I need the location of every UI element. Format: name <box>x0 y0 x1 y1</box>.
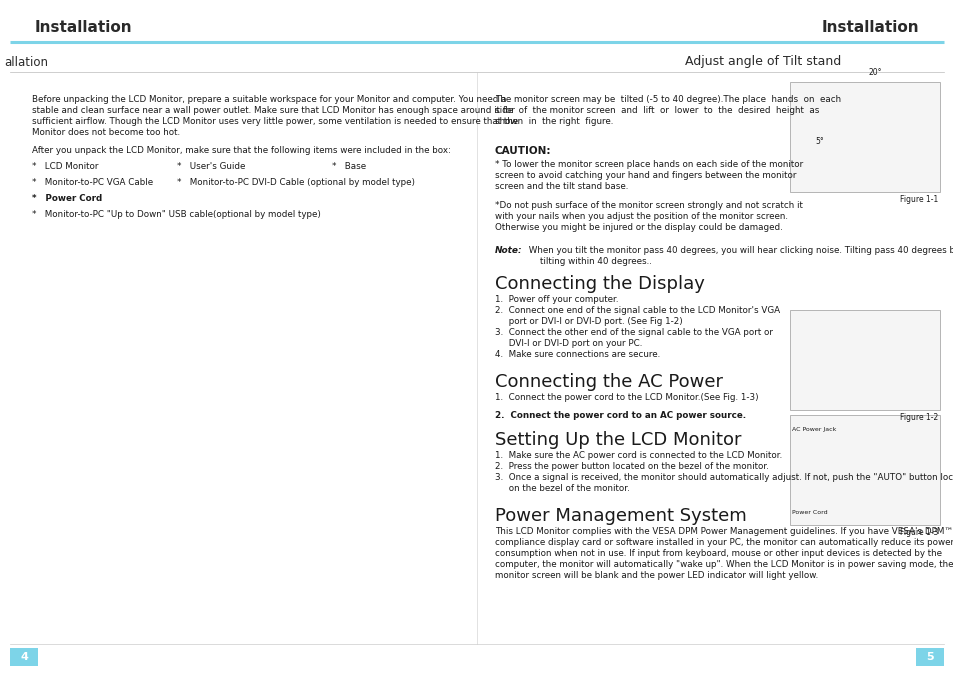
Text: 20°: 20° <box>867 68 881 77</box>
Text: Setting Up the LCD Monitor: Setting Up the LCD Monitor <box>495 431 740 449</box>
Text: * To lower the monitor screen place hands on each side of the monitor: * To lower the monitor screen place hand… <box>495 160 802 169</box>
Text: Power Cord: Power Cord <box>791 510 827 515</box>
Text: 2.  Connect one end of the signal cable to the LCD Monitor's VGA: 2. Connect one end of the signal cable t… <box>495 306 780 315</box>
Text: Installation: Installation <box>35 20 132 36</box>
Text: port or DVI-I or DVI-D port. (See Fig 1-2): port or DVI-I or DVI-D port. (See Fig 1-… <box>495 317 682 326</box>
Text: tilting within 40 degrees..: tilting within 40 degrees.. <box>539 257 651 266</box>
Text: 5°: 5° <box>814 137 822 146</box>
Text: shown  in  the right  figure.: shown in the right figure. <box>495 117 613 126</box>
Text: screen and the tilt stand base.: screen and the tilt stand base. <box>495 182 628 191</box>
Text: When you tilt the monitor pass 40 degrees, you will hear clicking noise. Tilting: When you tilt the monitor pass 40 degree… <box>525 246 953 255</box>
Text: 4: 4 <box>20 652 28 662</box>
Bar <box>789 82 939 192</box>
Text: *   Base: * Base <box>332 162 366 171</box>
Text: 3.  Once a signal is received, the monitor should automatically adjust. If not, : 3. Once a signal is received, the monito… <box>495 473 953 482</box>
Text: Power Management System: Power Management System <box>495 507 746 525</box>
Text: 2.  Connect the power cord to an AC power source.: 2. Connect the power cord to an AC power… <box>495 411 745 420</box>
Text: DVI-I or DVI-D port on your PC.: DVI-I or DVI-D port on your PC. <box>495 339 641 348</box>
Text: computer, the monitor will automatically "wake up". When the LCD Monitor is in p: computer, the monitor will automatically… <box>495 560 952 569</box>
Text: *   Monitor-to-PC "Up to Down" USB cable(optional by model type): * Monitor-to-PC "Up to Down" USB cable(o… <box>32 210 320 219</box>
Text: Otherwise you might be injured or the display could be damaged.: Otherwise you might be injured or the di… <box>495 223 781 232</box>
Text: screen to avoid catching your hand and fingers between the monitor: screen to avoid catching your hand and f… <box>495 171 796 180</box>
Text: on the bezel of the monitor.: on the bezel of the monitor. <box>495 484 629 493</box>
Text: 2.  Press the power button located on the bezel of the monitor.: 2. Press the power button located on the… <box>495 462 768 471</box>
Text: Note:: Note: <box>495 246 522 255</box>
Text: Figure 1-2: Figure 1-2 <box>899 413 937 422</box>
Text: This LCD Monitor complies with the VESA DPM Power Management guidelines. If you : This LCD Monitor complies with the VESA … <box>495 527 952 536</box>
Bar <box>10 648 38 666</box>
Text: Connecting the AC Power: Connecting the AC Power <box>495 373 722 391</box>
Bar <box>915 648 943 666</box>
Text: *   LCD Monitor: * LCD Monitor <box>32 162 98 171</box>
Text: Connecting the Display: Connecting the Display <box>495 275 704 293</box>
Text: AC Power Jack: AC Power Jack <box>791 427 836 432</box>
Bar <box>789 415 939 525</box>
Text: allation: allation <box>4 55 48 69</box>
Text: *   Monitor-to-PC VGA Cable: * Monitor-to-PC VGA Cable <box>32 178 153 187</box>
Bar <box>789 310 939 410</box>
Text: Adjust angle of Tilt stand: Adjust angle of Tilt stand <box>684 55 841 69</box>
Text: side  of  the monitor screen  and  lift  or  lower  to  the  desired  height  as: side of the monitor screen and lift or l… <box>495 106 819 115</box>
Text: 4.  Make sure connections are secure.: 4. Make sure connections are secure. <box>495 350 659 359</box>
Text: Installation: Installation <box>821 20 918 36</box>
Text: compliance display card or software installed in your PC, the monitor can automa: compliance display card or software inst… <box>495 538 953 547</box>
Text: 1.  Power off your computer.: 1. Power off your computer. <box>495 295 618 304</box>
Text: sufficient airflow. Though the LCD Monitor uses very little power, some ventilat: sufficient airflow. Though the LCD Monit… <box>32 117 517 126</box>
Text: The monitor screen may be  tilted (-5 to 40 degree).The place  hands  on  each: The monitor screen may be tilted (-5 to … <box>495 95 841 104</box>
Text: CAUTION:: CAUTION: <box>495 146 551 156</box>
Text: 5: 5 <box>925 652 933 662</box>
Text: Figure 1-1: Figure 1-1 <box>899 195 937 204</box>
Text: 1.  Connect the power cord to the LCD Monitor.(See Fig. 1-3): 1. Connect the power cord to the LCD Mon… <box>495 393 758 402</box>
Text: consumption when not in use. If input from keyboard, mouse or other input device: consumption when not in use. If input fr… <box>495 549 941 558</box>
Text: Before unpacking the LCD Monitor, prepare a suitable workspace for your Monitor : Before unpacking the LCD Monitor, prepar… <box>32 95 506 104</box>
Text: Monitor does not become too hot.: Monitor does not become too hot. <box>32 128 180 137</box>
Text: with your nails when you adjust the position of the monitor screen.: with your nails when you adjust the posi… <box>495 212 787 221</box>
Text: Figure 1-3: Figure 1-3 <box>899 528 937 537</box>
Text: *   User's Guide: * User's Guide <box>177 162 245 171</box>
Text: *   Power Cord: * Power Cord <box>32 194 102 203</box>
Text: After you unpack the LCD Monitor, make sure that the following items were includ: After you unpack the LCD Monitor, make s… <box>32 146 451 155</box>
Text: monitor screen will be blank and the power LED indicator will light yellow.: monitor screen will be blank and the pow… <box>495 571 818 580</box>
Text: 1.  Make sure the AC power cord is connected to the LCD Monitor.: 1. Make sure the AC power cord is connec… <box>495 451 781 460</box>
Text: stable and clean surface near a wall power outlet. Make sure that LCD Monitor ha: stable and clean surface near a wall pow… <box>32 106 515 115</box>
Text: 3.  Connect the other end of the signal cable to the VGA port or: 3. Connect the other end of the signal c… <box>495 328 772 337</box>
Text: *   Monitor-to-PC DVI-D Cable (optional by model type): * Monitor-to-PC DVI-D Cable (optional by… <box>177 178 415 187</box>
Text: *Do not push surface of the monitor screen strongly and not scratch it: *Do not push surface of the monitor scre… <box>495 201 802 210</box>
